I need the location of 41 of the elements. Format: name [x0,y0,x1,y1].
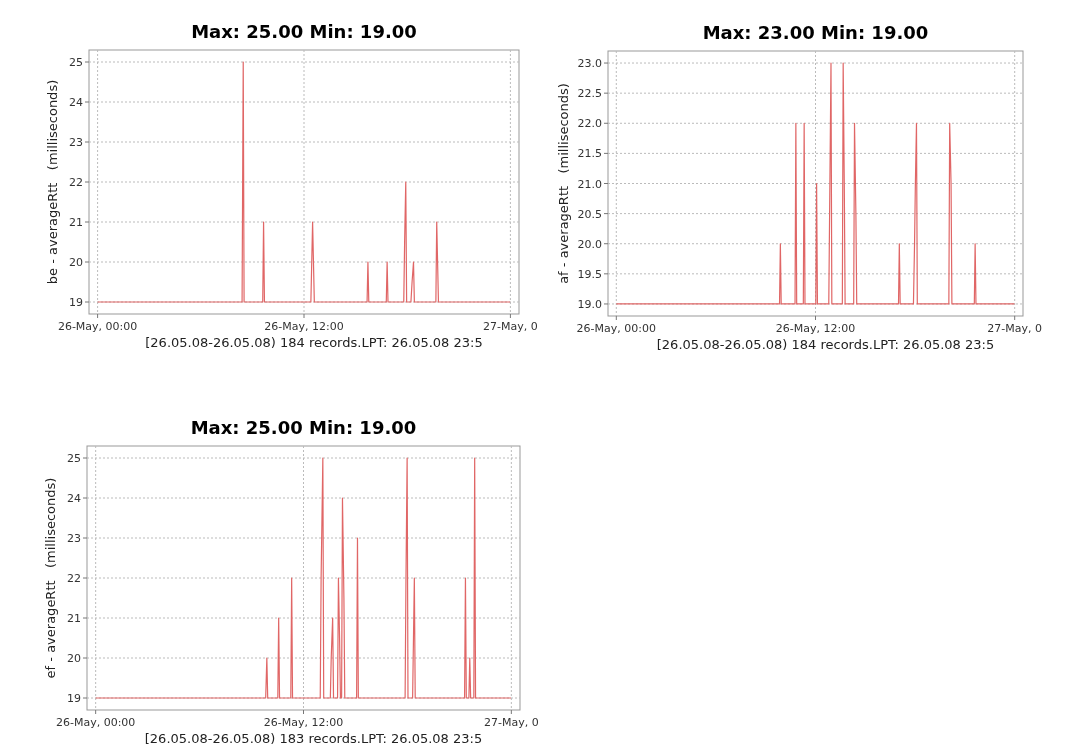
y-tick-label: 23 [69,136,83,149]
y-tick-label: 20 [69,256,83,269]
x-tick-label: 27-May, 0 [483,716,539,729]
y-tick-label: 20.0 [577,237,602,251]
x-tick-label: 26-May, 00:00 [55,716,136,729]
y-tick-label: 23.0 [577,57,602,71]
y-tick-label: 23 [67,532,81,545]
x-tick-label: 26-May, 00:00 [57,320,138,333]
chart-title: Max: 25.00 Min: 19.00 [191,21,417,42]
y-tick-label: 19 [69,296,83,309]
y-tick-label: 24 [69,96,83,109]
x-tick-label: 26-May, 12:00 [775,322,856,335]
y-tick-label: 22.5 [577,87,602,101]
y-tick-label: 25 [67,452,81,465]
y-axis-title: ef - averageRtt (milliseconds) [43,477,58,679]
y-axis-title: af - averageRtt (milliseconds) [556,83,571,284]
chart-title: Max: 25.00 Min: 19.00 [190,417,417,438]
y-tick-label: 20 [67,652,81,665]
y-tick-label: 22 [69,176,83,189]
y-tick-label: 25 [69,56,83,69]
text: [26.05.08-26.05.08) 184 records.LPT: 26.05.08 23:5 [656,337,995,352]
text: [26.05.08-26.05.08) 184 records.LPT: 26.05.08 23:5 [145,335,483,350]
y-tick-label: 19.0 [577,297,602,311]
text: [26.05.08-26.05.08) 183 records.LPT: 26.05.08 23:5 [144,731,483,746]
y-tick-label: 21.0 [577,177,602,191]
y-tick-label: 21 [67,612,81,625]
y-tick-label: 24 [67,492,81,505]
y-axis-title: be - averageRtt (milliseconds) [45,79,60,285]
x-tick-label: 26-May, 12:00 [263,716,344,729]
y-tick-label: 21 [69,216,83,229]
y-tick-label: 22.0 [577,117,602,131]
x-tick-label: 27-May, 0 [483,320,538,333]
y-tick-label: 20.5 [577,207,602,221]
chart-title: Max: 23.00 Min: 19.00 [702,22,929,43]
x-tick-label: 27-May, 0 [987,322,1043,335]
y-tick-label: 21.5 [577,147,602,161]
x-tick-label: 26-May, 00:00 [576,322,656,335]
x-tick-label: 26-May, 12:00 [264,320,344,333]
y-tick-label: 19 [67,692,81,705]
y-tick-label: 19.5 [577,267,602,281]
y-tick-label: 22 [67,572,81,585]
